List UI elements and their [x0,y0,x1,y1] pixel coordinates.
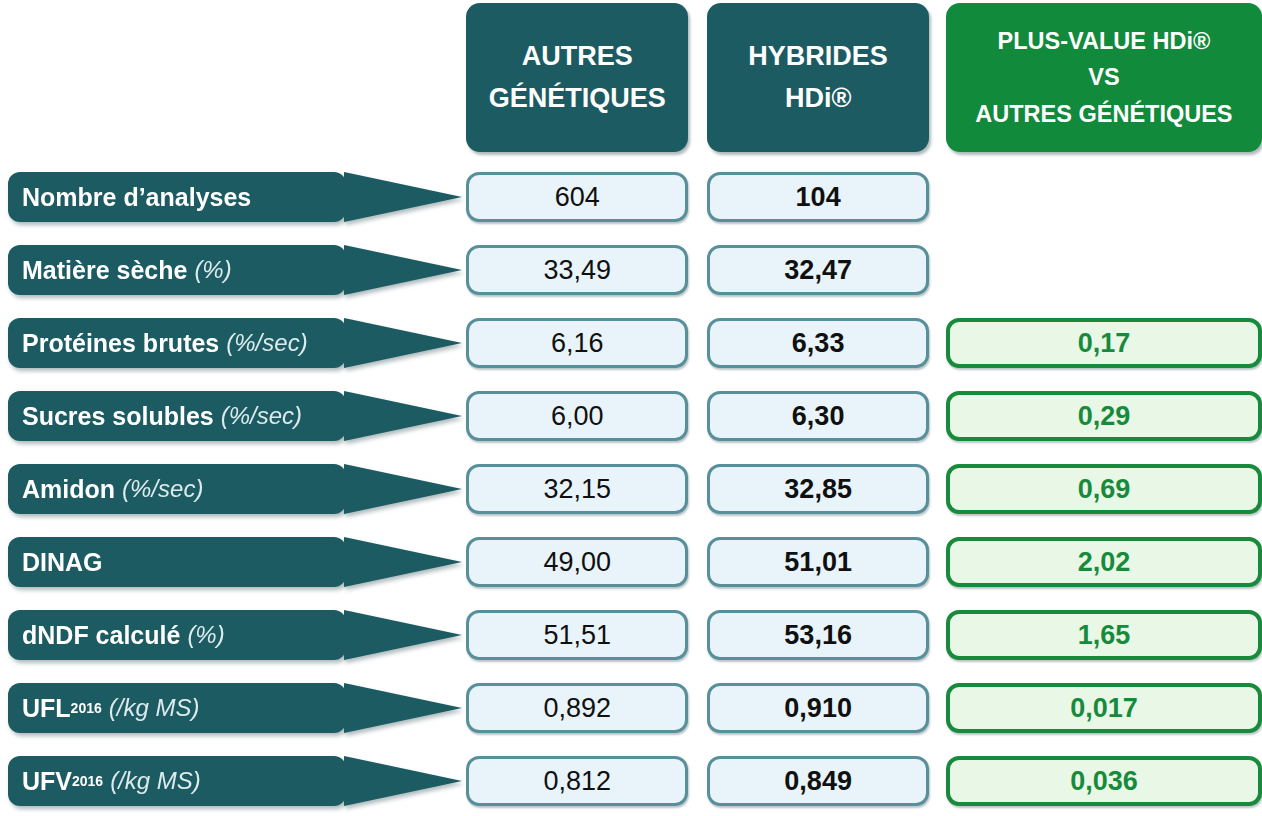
header-autres-line1: AUTRES [522,36,633,78]
row-label-body: Matière sèche(%) [8,245,346,295]
header-hdi-line1: HYBRIDES [748,36,888,78]
row-label-body: dNDF calculé(%) [8,610,346,660]
row-label-unit: (/kg MS) [110,767,201,795]
row-label-unit: (%/sec) [221,402,302,430]
cell-autres-genetiques: 0,892 [466,683,688,733]
row-label-unit: (%) [194,256,231,284]
cell-autres-genetiques: 604 [466,172,688,222]
row-label-arrow: Sucres solubles(%/sec) [8,391,463,441]
cell-hybrides-hdi: 32,85 [707,464,928,514]
cell-autres-genetiques: 51,51 [466,610,688,660]
cell-plus-value: 0,017 [946,683,1262,733]
arrow-point-icon [344,172,462,222]
arrow-point-icon [344,683,462,733]
cell-hybrides-hdi: 6,30 [707,391,928,441]
arrow-point-icon [344,318,462,368]
cell-autres-genetiques: 0,812 [466,756,688,806]
row-label-body: Nombre d’analyses [8,172,346,222]
row-label-arrow: Protéines brutes(%/sec) [8,318,463,368]
table-row: UFV2016(/kg MS) 0,812 0,849 0,036 [8,756,1262,806]
row-label-arrow: Amidon(%/sec) [8,464,463,514]
row-label-unit: (%/sec) [122,475,203,503]
arrow-point-icon [344,610,462,660]
table-row: Protéines brutes(%/sec) 6,16 6,33 0,17 [8,318,1262,368]
header-spacer [8,3,466,152]
row-label-text: Amidon [22,475,115,504]
cell-autres-genetiques: 49,00 [466,537,688,587]
table-row: Amidon(%/sec) 32,15 32,85 0,69 [8,464,1262,514]
comparison-table: AUTRES GÉNÉTIQUES HYBRIDES HDi® PLUS-VAL… [0,0,1262,806]
header-autres-genetiques: AUTRES GÉNÉTIQUES [466,3,688,152]
header-plus-value: PLUS-VALUE HDi® VS AUTRES GÉNÉTIQUES [946,3,1262,152]
header-plus-line2: VS [1088,59,1119,95]
cell-hybrides-hdi: 6,33 [707,318,928,368]
row-label-arrow: DINAG [8,537,463,587]
row-label-unit: (/kg MS) [109,694,200,722]
row-label-text: UFV [22,767,72,796]
cell-autres-genetiques: 32,15 [466,464,688,514]
row-label-arrow: dNDF calculé(%) [8,610,463,660]
table-row: UFL2016(/kg MS) 0,892 0,910 0,017 [8,683,1262,733]
arrow-point-icon [344,245,462,295]
row-label-arrow: Nombre d’analyses [8,172,463,222]
cell-hybrides-hdi: 32,47 [707,245,928,295]
table-row: Nombre d’analyses 604 104 [8,172,1262,222]
cell-plus-value: 2,02 [946,537,1262,587]
row-label-body: DINAG [8,537,346,587]
cell-plus-value: 0,036 [946,756,1262,806]
cell-plus-value: 1,65 [946,610,1262,660]
cell-hybrides-hdi: 53,16 [707,610,928,660]
row-label-text: UFL [22,694,71,723]
cell-plus-value: 0,17 [946,318,1262,368]
arrow-point-icon [344,756,462,806]
row-label-arrow: UFL2016(/kg MS) [8,683,463,733]
cell-hybrides-hdi: 104 [707,172,928,222]
cell-autres-genetiques: 6,16 [466,318,688,368]
header-hdi-line2: HDi® [785,78,851,120]
cell-hybrides-hdi: 0,910 [707,683,928,733]
table-row: dNDF calculé(%) 51,51 53,16 1,65 [8,610,1262,660]
cell-autres-genetiques: 33,49 [466,245,688,295]
row-label-body: Protéines brutes(%/sec) [8,318,346,368]
row-label-unit: (%) [187,621,224,649]
arrow-point-icon [344,391,462,441]
header-autres-line2: GÉNÉTIQUES [489,78,666,120]
row-label-text: dNDF calculé [22,621,180,650]
row-label-arrow: UFV2016(/kg MS) [8,756,463,806]
row-label-text: DINAG [22,548,103,577]
row-label-text: Matière sèche [22,256,187,285]
header-plus-line1: PLUS-VALUE HDi® [998,23,1211,59]
table-rows: Nombre d’analyses 604 104 Matière sèche(… [8,172,1262,806]
row-label-body: Sucres solubles(%/sec) [8,391,346,441]
cell-plus-value: 0,69 [946,464,1262,514]
cell-hybrides-hdi: 51,01 [707,537,928,587]
arrow-point-icon [344,537,462,587]
table-row: Matière sèche(%) 33,49 32,47 [8,245,1262,295]
row-label-body: UFL2016(/kg MS) [8,683,346,733]
cell-autres-genetiques: 6,00 [466,391,688,441]
row-label-unit: (%/sec) [226,329,307,357]
row-label-text: Nombre d’analyses [22,183,251,212]
row-label-text: Protéines brutes [22,329,219,358]
arrow-point-icon [344,464,462,514]
row-label-body: Amidon(%/sec) [8,464,346,514]
row-label-text: Sucres solubles [22,402,214,431]
table-row: Sucres solubles(%/sec) 6,00 6,30 0,29 [8,391,1262,441]
cell-hybrides-hdi: 0,849 [707,756,928,806]
table-header: AUTRES GÉNÉTIQUES HYBRIDES HDi® PLUS-VAL… [8,3,1262,152]
table-row: DINAG 49,00 51,01 2,02 [8,537,1262,587]
header-plus-line3: AUTRES GÉNÉTIQUES [975,96,1232,132]
cell-plus-value: 0,29 [946,391,1262,441]
row-label-arrow: Matière sèche(%) [8,245,463,295]
row-label-body: UFV2016(/kg MS) [8,756,346,806]
header-hybrides-hdi: HYBRIDES HDi® [707,3,928,152]
